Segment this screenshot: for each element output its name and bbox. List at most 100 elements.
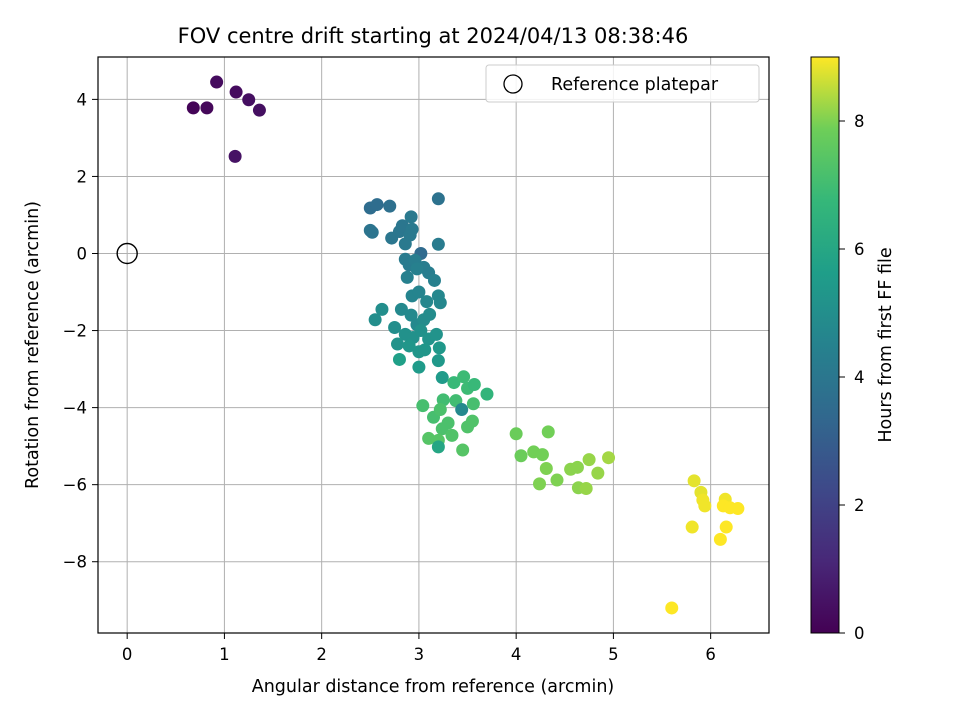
data-point: [455, 403, 469, 417]
data-point: [447, 376, 461, 390]
colorbar-label: Hours from first FF file: [876, 247, 896, 442]
data-point: [410, 262, 424, 276]
data-point: [414, 324, 428, 338]
y-tick-label: 2: [77, 167, 88, 186]
data-point: [368, 313, 382, 327]
legend-reference-marker: [503, 74, 523, 94]
data-point: [433, 403, 447, 417]
reference-platepar-marker: [116, 242, 138, 265]
data-point: [457, 370, 471, 384]
data-point: [431, 192, 445, 206]
y-tick-label: −8: [63, 553, 87, 572]
data-point: [252, 103, 266, 117]
data-point: [388, 320, 402, 334]
data-point: [435, 371, 449, 385]
data-point: [242, 93, 256, 107]
data-point: [420, 295, 434, 309]
data-point: [570, 460, 584, 474]
x-tick-label: 2: [316, 645, 327, 664]
plot-background: [98, 57, 769, 633]
data-point: [731, 502, 745, 516]
y-axis-label: Rotation from reference (arcmin): [23, 201, 43, 489]
data-point: [400, 270, 414, 284]
colorbar-tick-label: 8: [854, 112, 865, 131]
colorbar: 0 2 4 6 8 Hours from first FF file: [810, 56, 896, 643]
data-point: [713, 532, 727, 546]
x-axis-label: Angular distance from reference (arcmin): [252, 677, 615, 697]
data-point: [200, 101, 214, 115]
data-point: [404, 308, 418, 322]
data-point: [431, 237, 445, 251]
data-point: [416, 399, 430, 413]
data-point: [370, 198, 384, 212]
data-point: [698, 499, 712, 513]
data-point: [394, 302, 408, 316]
data-point: [535, 448, 549, 462]
data-point: [210, 75, 224, 89]
legend: Reference platepar: [485, 64, 760, 103]
data-point: [402, 339, 416, 353]
data-point: [509, 427, 523, 441]
data-point: [456, 443, 470, 457]
data-point: [550, 473, 564, 487]
data-point: [480, 387, 494, 401]
colorbar-tick-label: 4: [854, 368, 865, 387]
data-point: [719, 520, 733, 534]
x-axis-ticks: 0 1 2 3 4 5 6: [122, 633, 716, 664]
x-tick-label: 4: [511, 645, 522, 664]
y-tick-label: 0: [77, 244, 88, 263]
data-point: [228, 149, 242, 163]
colorbar-ticks: 0 2 4 6 8: [839, 112, 865, 643]
y-tick-label: −2: [63, 322, 87, 341]
data-point: [602, 451, 616, 465]
data-point: [404, 210, 418, 224]
data-point: [432, 341, 446, 355]
data-point: [423, 307, 437, 321]
data-point: [665, 601, 679, 615]
data-point: [383, 199, 397, 213]
x-tick-label: 0: [122, 645, 133, 664]
data-point: [405, 222, 419, 236]
data-point: [392, 352, 406, 366]
reference-marker: [116, 242, 138, 265]
colorbar-tick-label: 6: [854, 240, 865, 259]
data-point: [445, 428, 459, 442]
grid: [98, 57, 769, 633]
legend-box: [485, 64, 760, 103]
data-point: [412, 285, 426, 299]
data-point: [433, 296, 447, 310]
data-point: [591, 466, 605, 480]
data-point: [431, 440, 445, 454]
y-tick-label: −6: [63, 476, 87, 495]
data-point: [435, 422, 449, 436]
x-tick-label: 5: [608, 645, 619, 664]
data-point: [365, 225, 379, 239]
plot-frame: [97, 56, 770, 634]
data-point: [466, 397, 480, 411]
data-point: [687, 474, 701, 488]
legend-entry-reference: Reference platepar: [551, 75, 719, 95]
data-point: [514, 449, 528, 463]
data-point: [685, 520, 699, 534]
data-point: [539, 461, 553, 475]
data-point: [465, 414, 479, 428]
y-tick-label: −4: [63, 399, 87, 418]
data-point: [186, 101, 200, 115]
data-point: [422, 431, 436, 445]
data-point: [532, 477, 546, 491]
colorbar-tick-label: 2: [854, 496, 865, 515]
data-point: [418, 343, 432, 357]
data-point: [375, 302, 389, 316]
y-tick-label: 4: [77, 90, 88, 109]
colorbar-tick-label: 0: [854, 624, 865, 643]
x-tick-label: 6: [705, 645, 716, 664]
data-point: [427, 273, 441, 287]
chart-title: FOV centre drift starting at 2024/04/13 …: [178, 24, 689, 48]
data-point: [467, 377, 481, 391]
data-point: [541, 425, 555, 439]
data-point: [582, 453, 596, 467]
data-point: [579, 482, 593, 496]
data-point: [229, 85, 243, 99]
data-point: [429, 327, 443, 341]
